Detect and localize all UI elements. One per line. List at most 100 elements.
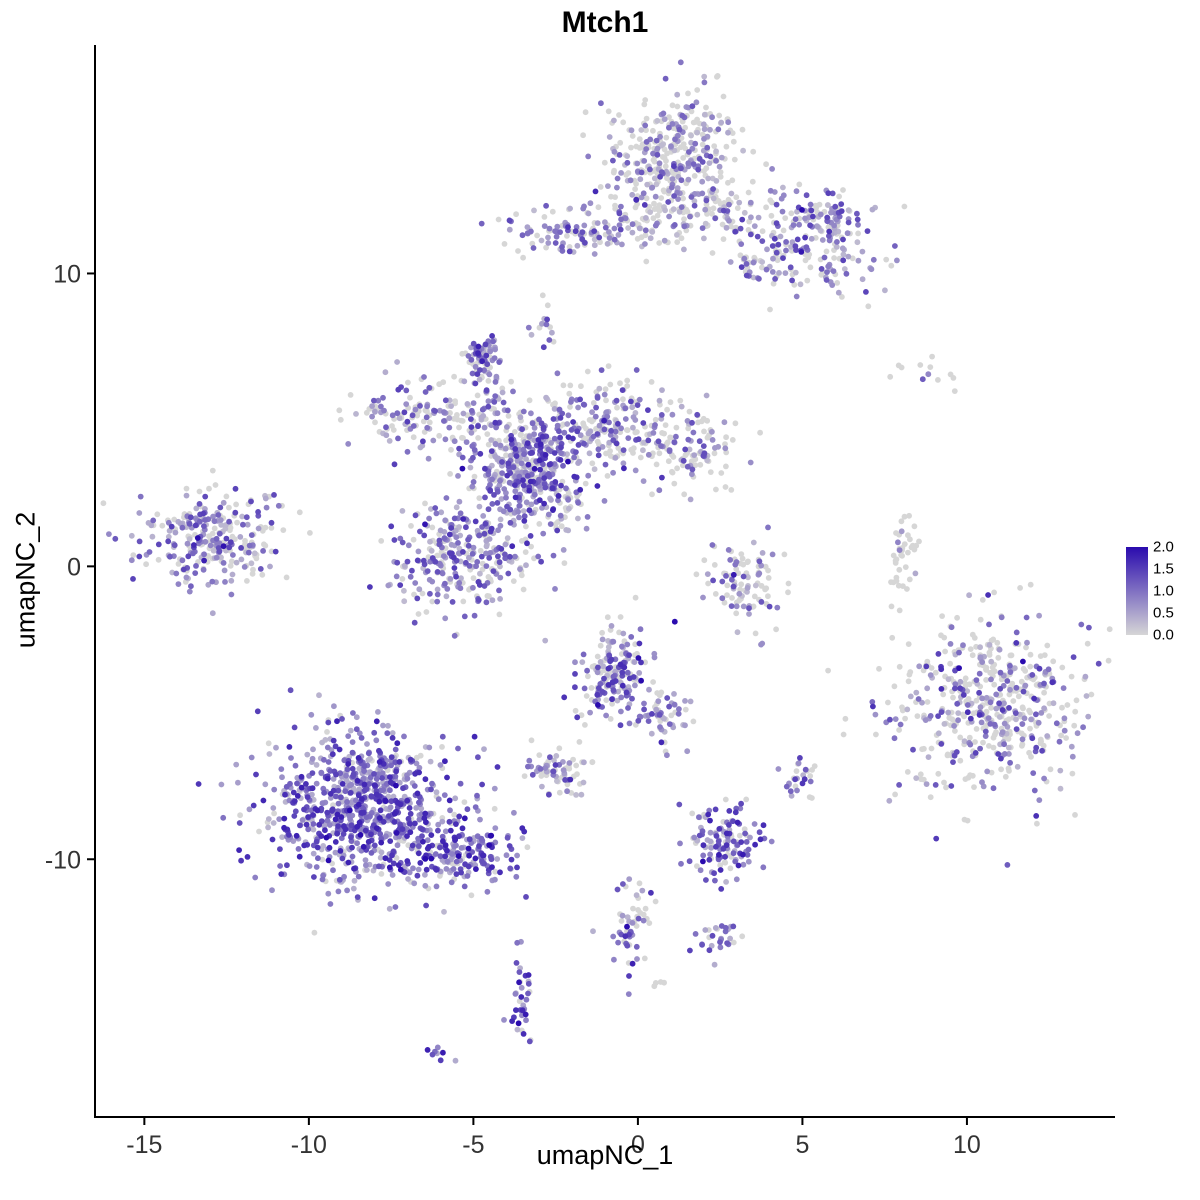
data-point bbox=[998, 766, 1004, 773]
data-point bbox=[1013, 640, 1020, 646]
data-point bbox=[404, 858, 411, 864]
data-point bbox=[525, 763, 531, 770]
data-point bbox=[585, 210, 592, 217]
data-point bbox=[421, 532, 428, 539]
data-point bbox=[932, 669, 939, 676]
data-point bbox=[510, 578, 517, 584]
data-point bbox=[707, 469, 714, 475]
data-point bbox=[605, 183, 611, 190]
data-point bbox=[840, 257, 847, 264]
data-point bbox=[293, 832, 300, 839]
data-point bbox=[434, 552, 441, 559]
data-point bbox=[426, 744, 433, 751]
data-point bbox=[885, 699, 891, 706]
data-point bbox=[616, 152, 623, 158]
data-point bbox=[746, 605, 752, 612]
data-point bbox=[528, 449, 535, 456]
data-point bbox=[991, 681, 998, 688]
data-point bbox=[333, 771, 339, 778]
data-point bbox=[318, 769, 325, 776]
data-point bbox=[334, 811, 341, 818]
data-point bbox=[272, 548, 279, 555]
data-point bbox=[165, 538, 172, 545]
data-point bbox=[291, 813, 298, 819]
data-point bbox=[717, 173, 724, 180]
data-point bbox=[638, 234, 645, 241]
data-point bbox=[709, 210, 715, 217]
data-point bbox=[845, 207, 852, 214]
data-point bbox=[217, 517, 224, 523]
data-point bbox=[446, 424, 453, 431]
data-point bbox=[423, 609, 430, 615]
data-point bbox=[684, 418, 691, 424]
data-point bbox=[986, 621, 992, 628]
data-point bbox=[682, 722, 688, 729]
data-point bbox=[855, 230, 861, 237]
data-point bbox=[515, 508, 521, 515]
data-point bbox=[731, 156, 738, 163]
data-point bbox=[525, 980, 532, 987]
data-point bbox=[615, 688, 622, 695]
data-point bbox=[636, 880, 643, 887]
data-point bbox=[671, 439, 678, 446]
data-point bbox=[863, 289, 869, 295]
data-point bbox=[531, 431, 537, 438]
data-point bbox=[155, 541, 162, 548]
data-point bbox=[306, 863, 313, 869]
data-point bbox=[1027, 651, 1034, 658]
data-point bbox=[489, 476, 495, 483]
data-point bbox=[1023, 644, 1029, 651]
data-point bbox=[237, 534, 244, 540]
data-point bbox=[265, 824, 271, 831]
data-point bbox=[607, 453, 614, 459]
data-point bbox=[754, 233, 761, 240]
data-point bbox=[574, 714, 581, 721]
data-point bbox=[674, 103, 681, 110]
data-point bbox=[324, 744, 331, 751]
data-point bbox=[825, 667, 831, 674]
data-point bbox=[740, 147, 746, 154]
data-point bbox=[460, 410, 467, 417]
data-point bbox=[1074, 730, 1081, 737]
data-point bbox=[310, 812, 316, 818]
data-point bbox=[220, 560, 227, 566]
data-point bbox=[149, 533, 156, 540]
data-point bbox=[560, 547, 567, 553]
data-point bbox=[557, 415, 564, 421]
data-point bbox=[489, 597, 496, 604]
data-point bbox=[347, 392, 354, 398]
data-point bbox=[412, 580, 419, 586]
data-point bbox=[424, 837, 431, 844]
data-point bbox=[808, 207, 815, 214]
data-point bbox=[957, 685, 964, 692]
data-point bbox=[194, 535, 201, 541]
data-point bbox=[376, 798, 383, 805]
data-point bbox=[394, 799, 401, 806]
data-point bbox=[690, 429, 697, 436]
data-point bbox=[536, 457, 543, 464]
data-point bbox=[1088, 691, 1095, 698]
data-point bbox=[744, 559, 751, 566]
data-point bbox=[826, 237, 833, 244]
data-point bbox=[676, 801, 683, 808]
data-point bbox=[712, 591, 719, 597]
data-point bbox=[983, 677, 989, 683]
data-point bbox=[463, 559, 469, 566]
data-point bbox=[1020, 665, 1027, 672]
data-point bbox=[433, 866, 440, 873]
data-point bbox=[558, 444, 564, 451]
data-point bbox=[324, 809, 331, 816]
data-point bbox=[349, 739, 356, 745]
data-point bbox=[668, 184, 675, 191]
data-point bbox=[747, 231, 754, 238]
data-point bbox=[582, 239, 588, 246]
data-point bbox=[492, 825, 499, 831]
data-point bbox=[497, 477, 503, 484]
data-point bbox=[689, 810, 696, 817]
data-point bbox=[475, 597, 482, 603]
data-point bbox=[371, 895, 378, 902]
data-point bbox=[495, 553, 501, 560]
data-point bbox=[519, 232, 526, 239]
data-point bbox=[580, 651, 587, 658]
data-point bbox=[422, 500, 428, 507]
